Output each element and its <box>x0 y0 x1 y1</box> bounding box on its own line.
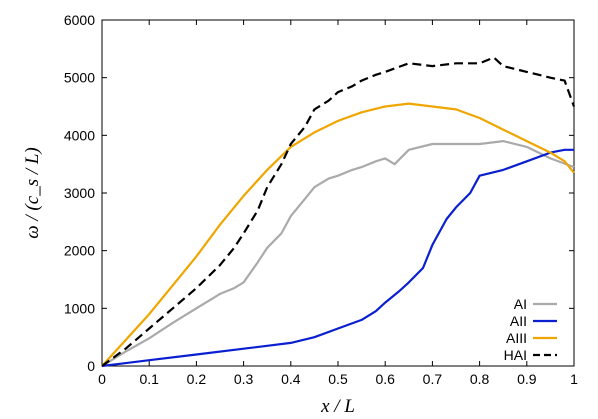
y-tick-label: 4000 <box>64 127 95 143</box>
y-tick-label: 3000 <box>64 185 95 201</box>
legend-label-ai: AI <box>514 296 527 312</box>
plot-frame <box>101 19 575 367</box>
y-axis-label: ω / (c_s / L) <box>22 147 43 239</box>
series-aiii-line <box>101 102 575 367</box>
x-tick-label: 0 <box>98 371 106 387</box>
y-tick-label: 2000 <box>64 243 95 259</box>
x-tick-label: 0.7 <box>423 371 443 387</box>
series-layer <box>101 56 576 368</box>
legend-label-aiii: AIII <box>506 330 527 346</box>
series-hai-line <box>101 56 576 367</box>
x-axis-label: x / L <box>320 396 355 417</box>
x-tick-label: 0.4 <box>281 371 301 387</box>
x-tick-label: 1 <box>570 371 578 387</box>
x-tick-label: 0.1 <box>139 371 159 387</box>
x-tick-label: 0.2 <box>187 371 207 387</box>
series-aii-line <box>101 148 574 368</box>
x-tick-label: 0.9 <box>517 371 537 387</box>
series-ai-line <box>101 140 575 367</box>
x-tick-label: 0.8 <box>470 371 490 387</box>
legend-label-hai: HAI <box>504 347 527 363</box>
x-tick-label: 0.6 <box>375 371 395 387</box>
x-tick-label: 0.5 <box>328 371 348 387</box>
legend-label-aii: AII <box>510 313 527 329</box>
x-tick-label: 0.3 <box>234 371 254 387</box>
axis-ticks: 0 0.1 0.2 0.3 0.4 0.5 0.6 0.7 0.8 0.9 1 0 1000 2000 30… <box>64 12 578 387</box>
y-tick-label: 5000 <box>64 70 95 86</box>
y-tick-label: 0 <box>87 358 95 374</box>
y-tick-label: 1000 <box>64 300 95 316</box>
y-tick-label: 6000 <box>64 12 95 28</box>
